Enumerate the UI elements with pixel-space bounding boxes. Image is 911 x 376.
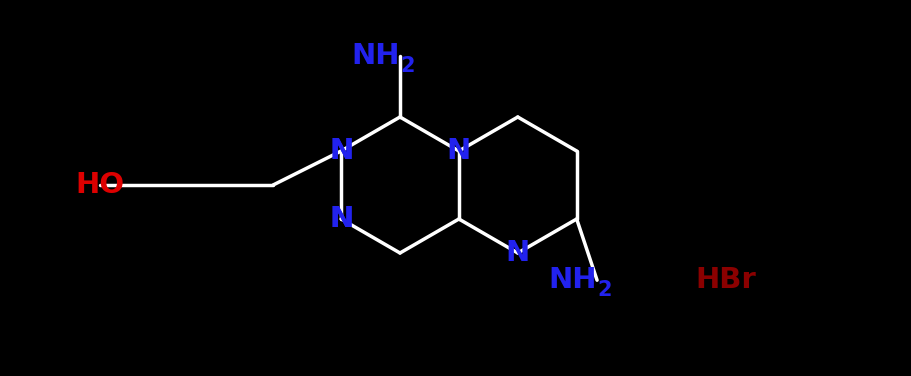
Text: HO: HO — [76, 171, 125, 199]
Text: 2: 2 — [400, 56, 414, 76]
Text: N: N — [329, 137, 353, 165]
Text: N: N — [329, 205, 353, 233]
Text: N: N — [446, 137, 470, 165]
Text: HBr: HBr — [695, 266, 755, 294]
Text: N: N — [505, 239, 529, 267]
Text: NH: NH — [548, 266, 597, 294]
Text: N: N — [329, 205, 353, 233]
Text: 2: 2 — [597, 280, 611, 300]
Text: NH: NH — [351, 42, 400, 70]
Text: N: N — [329, 137, 353, 165]
